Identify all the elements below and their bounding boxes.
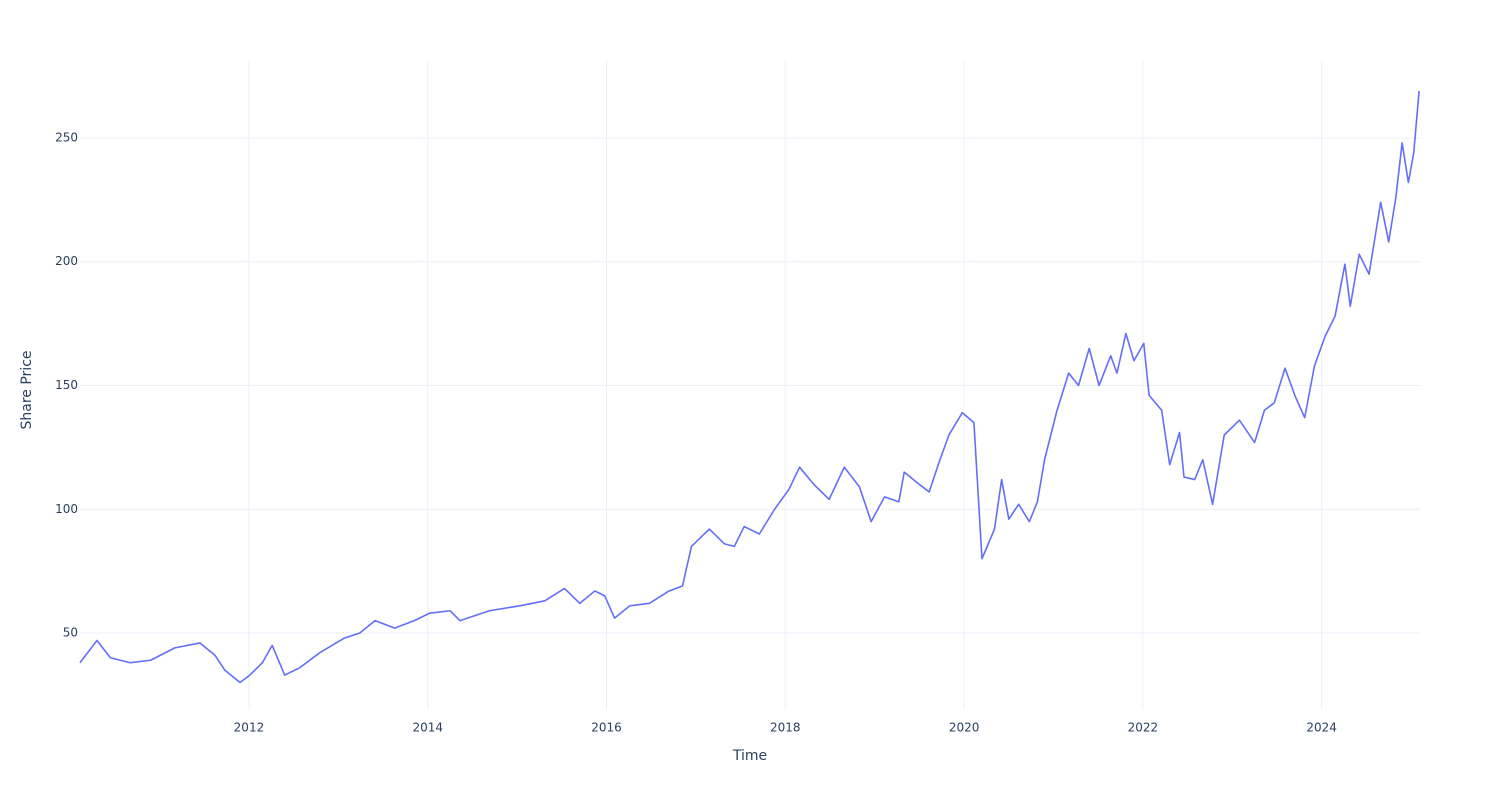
x-tick-label: 2016 xyxy=(591,721,622,735)
x-tick-label: 2022 xyxy=(1128,721,1159,735)
y-tick-label: 50 xyxy=(63,626,78,640)
x-tick-label: 2020 xyxy=(949,721,980,735)
x-tick-label: 2014 xyxy=(412,721,443,735)
x-tick-label: 2018 xyxy=(770,721,801,735)
y-tick-label: 250 xyxy=(55,130,78,144)
data-line xyxy=(79,90,1420,684)
y-tick-label: 100 xyxy=(55,502,78,516)
y-axis-title: Share Price xyxy=(19,350,35,429)
x-tick-label: 2012 xyxy=(234,721,265,735)
x-tick-label: 2024 xyxy=(1306,721,1337,735)
y-tick-label: 150 xyxy=(55,378,78,392)
y-tick-label: 200 xyxy=(55,254,78,268)
x-axis-title: Time xyxy=(732,748,767,764)
